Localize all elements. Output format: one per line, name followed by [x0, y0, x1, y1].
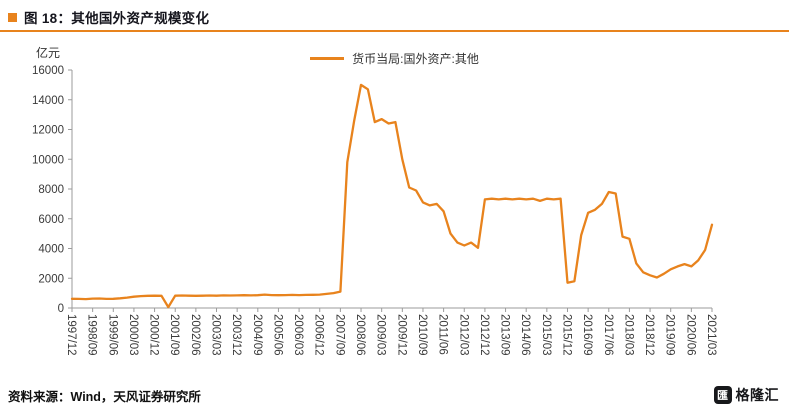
- x-tick-label: 2010/09: [416, 314, 428, 356]
- x-tick-label: 2007/09: [333, 314, 345, 356]
- legend-series-label: 货币当局:国外资产:其他: [352, 52, 479, 66]
- figure-title: 图 18：其他国外资产规模变化: [24, 11, 210, 26]
- x-tick-label: 2012/03: [457, 314, 469, 356]
- y-tick-label: 12000: [32, 125, 64, 137]
- x-tick-label: 2003/03: [210, 314, 222, 356]
- x-tick-label: 2014/06: [519, 314, 531, 356]
- x-tick-label: 1997/12: [65, 314, 77, 356]
- chart-legend: 货币当局:国外资产:其他: [0, 50, 789, 67]
- y-tick-label: 2000: [38, 273, 64, 285]
- x-tick-label: 2016/09: [581, 314, 593, 356]
- x-tick-label: 2006/12: [313, 314, 325, 356]
- x-tick-label: 2004/09: [251, 314, 263, 356]
- gelonghui-logo-icon: 匯: [713, 386, 732, 404]
- x-tick-label: 2018/12: [643, 314, 655, 356]
- x-tick-label: 2000/03: [127, 314, 139, 356]
- x-tick-label: 2015/12: [560, 314, 572, 356]
- x-tick-label: 2011/06: [437, 314, 449, 355]
- source-note: 资料来源：Wind，天风证券研究所: [8, 390, 201, 404]
- y-tick-label: 6000: [38, 214, 64, 226]
- legend-line-swatch: [310, 57, 345, 60]
- y-tick-label: 8000: [38, 184, 64, 196]
- x-tick-label: 2015/03: [540, 314, 552, 356]
- x-tick-label: 2019/09: [664, 314, 676, 356]
- x-tick-label: 2017/06: [602, 314, 614, 356]
- x-tick-label: 2002/06: [189, 314, 201, 356]
- x-tick-label: 2020/06: [684, 314, 696, 356]
- title-bullet-icon: [8, 12, 17, 22]
- x-tick-label: 2021/03: [705, 314, 717, 356]
- gelonghui-logo: 匯 格隆汇: [713, 385, 780, 405]
- y-tick-label: 0: [58, 303, 64, 315]
- x-tick-label: 2003/12: [230, 314, 242, 356]
- x-tick-label: 2009/12: [395, 314, 407, 356]
- y-tick-label: 10000: [32, 154, 64, 166]
- series-line: [70, 83, 714, 309]
- y-tick-label: 14000: [32, 95, 64, 107]
- x-tick-label: 2000/12: [148, 314, 160, 356]
- gelonghui-logo-text: 格隆汇: [735, 387, 779, 403]
- x-tick-label: 2018/03: [622, 314, 634, 356]
- x-tick-label: 2012/12: [478, 314, 490, 356]
- x-tick-label: 2008/06: [354, 314, 366, 356]
- x-tick-label: 2001/09: [168, 314, 180, 356]
- y-tick-label: 4000: [38, 244, 64, 256]
- x-tick-label: 2006/03: [292, 314, 304, 356]
- y-tick-label: 16000: [32, 65, 64, 77]
- title-underline: [0, 30, 789, 32]
- x-tick-label: 2005/06: [271, 314, 283, 356]
- x-tick-label: 1998/09: [86, 314, 98, 356]
- x-tick-label: 1999/06: [106, 314, 118, 356]
- figure-header: 图 18：其他国外资产规模变化: [8, 7, 209, 27]
- y-axis-unit-label: 亿元: [36, 46, 61, 60]
- x-tick-label: 2009/03: [375, 314, 387, 356]
- x-tick-label: 2013/09: [499, 314, 511, 356]
